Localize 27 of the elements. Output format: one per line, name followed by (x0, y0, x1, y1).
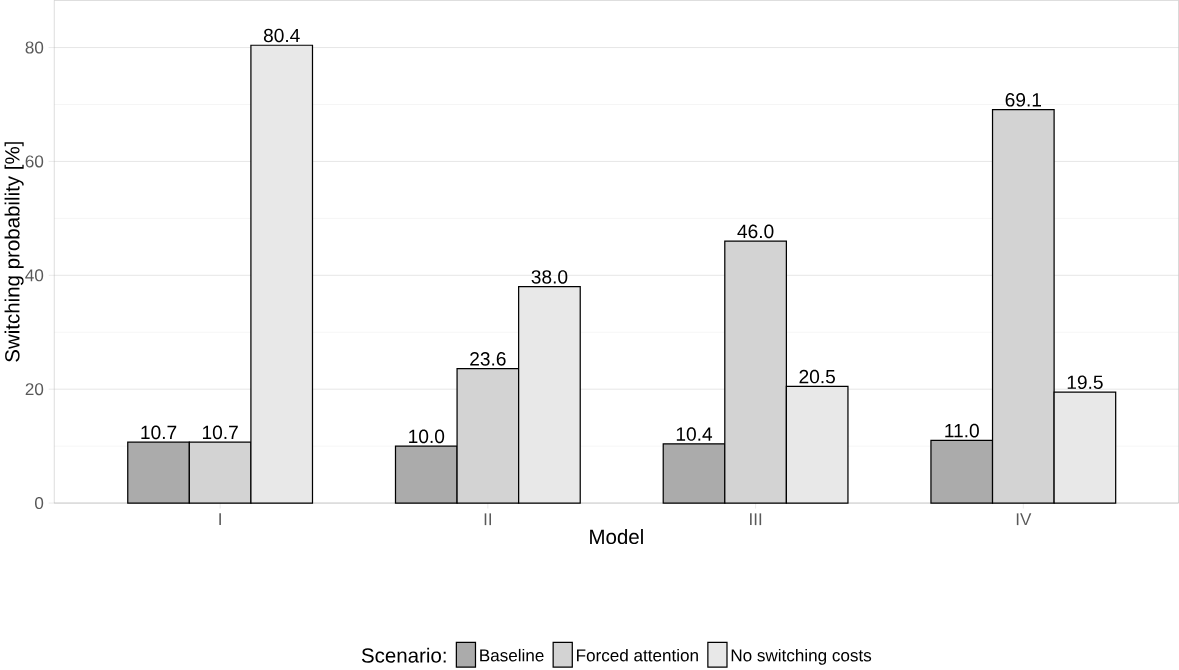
data-label: 80.4 (263, 28, 300, 43)
legend-title: Scenario: (361, 647, 446, 663)
legend-label: Baseline (480, 648, 544, 662)
data-label: 10.7 (141, 425, 177, 439)
data-label: 20.5 (799, 369, 835, 384)
data-label: 10.7 (202, 425, 238, 439)
x-axis-title: Model (590, 528, 643, 544)
x-tick-label: IV (1016, 513, 1032, 525)
y-tick-label: 20 (25, 382, 44, 396)
data-label: 38.0 (531, 269, 568, 284)
data-label: 11.0 (945, 423, 979, 438)
x-tick-label: I (219, 513, 221, 525)
y-tick-label: 40 (25, 269, 44, 282)
y-axis-title: Switching probability [%] (4, 141, 24, 362)
x-tick-label: III (750, 513, 762, 525)
data-label: 46.0 (737, 224, 774, 238)
x-tick-label: II (484, 513, 492, 525)
data-label: 19.5 (1067, 375, 1103, 389)
legend-label: No switching costs (731, 648, 872, 665)
legend-label: Forced attention (577, 648, 698, 662)
data-label: 23.6 (470, 351, 506, 366)
y-tick-label: 80 (25, 41, 44, 54)
data-label: 69.1 (1005, 92, 1041, 107)
y-tick-label: 60 (25, 155, 44, 168)
data-label: 10.0 (409, 429, 445, 443)
y-tick-label: 0 (35, 496, 44, 509)
data-label: 10.4 (676, 427, 713, 441)
